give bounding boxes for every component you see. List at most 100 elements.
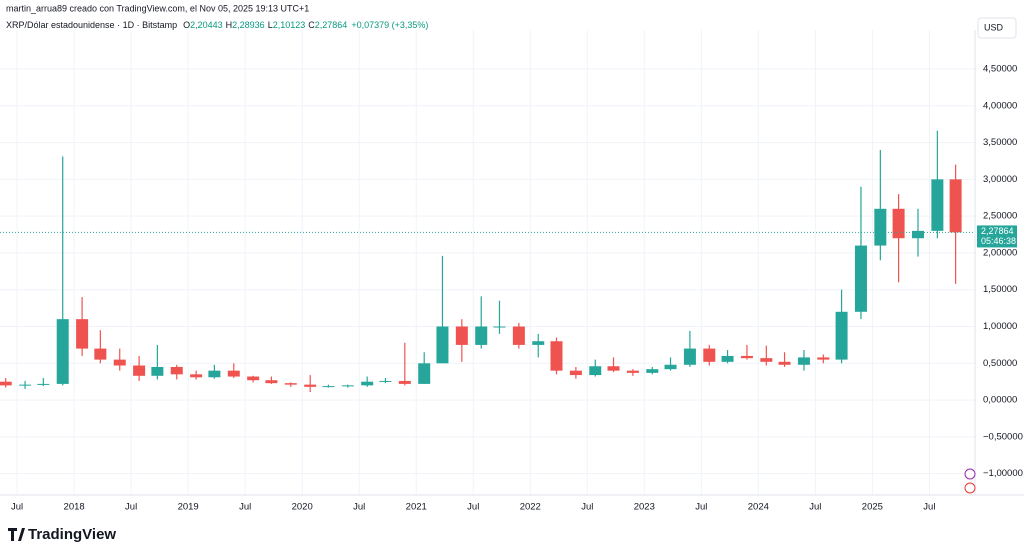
candle-body [493, 326, 506, 328]
x-tick-label: Jul [809, 502, 821, 513]
x-tick-label: 2023 [634, 502, 655, 513]
y-tick-label: 4,00000 [983, 100, 1017, 111]
y-tick-label: −1,00000 [983, 468, 1023, 479]
candle-body [550, 341, 563, 371]
y-tick-label: 2,50000 [983, 211, 1017, 222]
logo: TradingView [28, 526, 116, 543]
candle-body [170, 366, 183, 375]
x-tick-label: 2019 [178, 502, 199, 513]
candle-body [341, 385, 354, 387]
ohlc-key: H [226, 20, 233, 30]
x-tick-label: Jul [353, 502, 365, 513]
candle-body [361, 381, 374, 386]
candle-body [778, 361, 791, 365]
x-tick-label: Jul [467, 502, 479, 513]
candle-body [94, 348, 107, 360]
candle-body [931, 179, 944, 231]
candle-body [797, 357, 810, 365]
ohlc-key: O [183, 20, 190, 30]
ohlc-value: 2,28936 [232, 20, 265, 30]
candle-body [265, 380, 278, 384]
candle-body [322, 386, 335, 388]
ohlc-value: 2,20443 [190, 20, 223, 30]
candle-body [607, 366, 620, 371]
candle-body [911, 230, 924, 239]
currency[interactable]: USD [984, 22, 1004, 32]
x-tick-label: 2021 [406, 502, 427, 513]
candle-body [949, 179, 962, 233]
candle-body [133, 365, 146, 376]
ohlc-value: 2,27864 [315, 20, 348, 30]
candle-body [854, 245, 867, 312]
change: +0,07379 (+3,35%) [351, 20, 428, 30]
credit: martin_arrua89 creado con TradingView.co… [6, 3, 309, 13]
candle-body [113, 359, 126, 366]
y-tick-label: 0,00000 [983, 395, 1017, 406]
x-tick-label: 2024 [748, 502, 769, 513]
x-tick-label: Jul [581, 502, 593, 513]
candle-body [19, 384, 32, 386]
candle-body [835, 311, 848, 360]
candle-body [760, 358, 773, 362]
y-tick-label: 1,00000 [983, 321, 1017, 332]
candle-body [208, 370, 221, 378]
candle-body [475, 326, 488, 345]
x-tick-label: 2022 [520, 502, 541, 513]
candle-body [817, 357, 830, 360]
x-tick-label: 2018 [64, 502, 85, 513]
last-price-box [977, 225, 1017, 248]
candle-body [683, 348, 696, 365]
candle-body [284, 383, 297, 385]
x-tick-label: 2025 [862, 502, 883, 513]
candle-body [304, 384, 317, 387]
y-tick-label: −0,50000 [983, 431, 1023, 442]
legend: XRP/Dólar estadounidense · 1D · Bitstamp… [6, 20, 428, 30]
candle-body [436, 326, 449, 364]
candle-body [532, 341, 545, 345]
x-tick-label: Jul [125, 502, 137, 513]
candle-body [151, 366, 164, 376]
x-tick-label: Jul [695, 502, 707, 513]
candle-body [56, 319, 69, 384]
event-icon[interactable] [964, 468, 976, 480]
candle-body [703, 348, 716, 362]
candle-body [740, 355, 753, 359]
candle-body [76, 319, 89, 349]
countdown: 05:46:38 [981, 236, 1016, 246]
candle-body [874, 208, 887, 246]
candle-body [455, 326, 468, 345]
candle-body [646, 369, 659, 373]
y-tick-label: 0,50000 [983, 358, 1017, 369]
x-tick-label: Jul [239, 502, 251, 513]
candle-body [247, 376, 260, 381]
candle-body [37, 383, 50, 385]
candle-body [892, 208, 905, 239]
candle-body [626, 370, 639, 373]
ohlc-key: C [308, 20, 315, 30]
candle-body [379, 380, 392, 382]
x-tick-label: Jul [923, 502, 935, 513]
ohlc-key: L [268, 20, 273, 30]
candle-body [398, 380, 411, 384]
candle-body [512, 326, 525, 345]
candle-body [190, 374, 203, 378]
event-icon[interactable] [964, 482, 976, 494]
last-price-label: 2,27864 [981, 226, 1014, 236]
symbol: XRP/Dólar estadounidense · 1D · Bitstamp [6, 20, 177, 30]
y-tick-label: 3,00000 [983, 174, 1017, 185]
x-tick-label: 2020 [292, 502, 313, 513]
x-tick-label: Jul [11, 502, 23, 513]
y-tick-label: 4,50000 [983, 64, 1017, 75]
logo-icon [8, 528, 25, 541]
currency-button[interactable] [977, 17, 1017, 39]
candle-body [589, 366, 602, 376]
y-tick-label: 2,00000 [983, 247, 1017, 258]
candle-body [664, 364, 677, 370]
ohlc-value: 2,10123 [273, 20, 306, 30]
candle-body [569, 370, 582, 376]
y-tick-label: 3,50000 [983, 137, 1017, 148]
candle-body [721, 355, 734, 362]
y-tick-label: 1,50000 [983, 284, 1017, 295]
